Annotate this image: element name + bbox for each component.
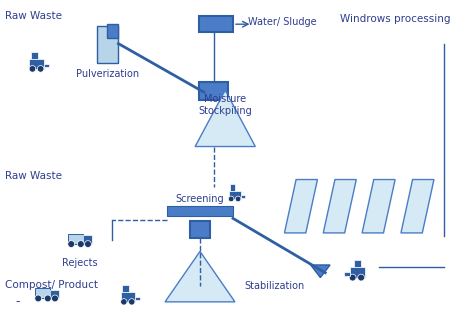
Bar: [241, 195, 246, 197]
Text: Water/ Sludge: Water/ Sludge: [247, 17, 316, 27]
Bar: [135, 297, 140, 300]
Polygon shape: [165, 251, 235, 302]
Circle shape: [29, 66, 36, 72]
Bar: [31, 51, 37, 59]
Text: Compost/ Product: Compost/ Product: [5, 280, 98, 290]
Bar: [230, 184, 236, 191]
Bar: [35, 288, 50, 299]
Bar: [50, 290, 59, 299]
Circle shape: [121, 299, 127, 305]
Polygon shape: [195, 90, 255, 147]
Bar: [228, 191, 241, 199]
Text: Windrows processing: Windrows processing: [340, 14, 450, 24]
Bar: [122, 285, 129, 292]
Polygon shape: [323, 179, 356, 233]
Circle shape: [77, 241, 84, 247]
Text: Screening: Screening: [176, 194, 224, 204]
Polygon shape: [362, 179, 395, 233]
Polygon shape: [401, 179, 434, 233]
Circle shape: [228, 196, 234, 202]
Circle shape: [68, 241, 74, 247]
Circle shape: [349, 274, 356, 281]
Circle shape: [35, 295, 42, 302]
Text: Raw Waste: Raw Waste: [5, 12, 62, 22]
Bar: [44, 64, 49, 67]
Polygon shape: [310, 265, 330, 278]
Bar: [107, 24, 118, 38]
Text: Stabilization: Stabilization: [245, 281, 305, 291]
Bar: [345, 272, 349, 276]
Bar: [199, 82, 228, 100]
Circle shape: [128, 299, 135, 305]
Bar: [190, 221, 210, 238]
Bar: [121, 292, 135, 302]
Text: -: -: [15, 295, 20, 308]
Polygon shape: [284, 179, 318, 233]
Bar: [199, 17, 233, 32]
Bar: [349, 267, 365, 278]
Circle shape: [235, 196, 241, 202]
Text: Moisture
Stockpiling: Moisture Stockpiling: [198, 94, 252, 115]
Bar: [354, 260, 361, 267]
Text: Pulverization: Pulverization: [76, 69, 139, 79]
Circle shape: [84, 241, 91, 247]
Circle shape: [45, 295, 51, 302]
Bar: [29, 59, 44, 69]
Circle shape: [358, 274, 365, 281]
Bar: [68, 234, 83, 244]
Bar: [167, 206, 233, 217]
Text: Raw Waste: Raw Waste: [5, 171, 62, 181]
Bar: [83, 235, 91, 244]
Circle shape: [52, 295, 58, 302]
Bar: [97, 26, 118, 63]
Circle shape: [37, 66, 44, 72]
Text: Rejects: Rejects: [62, 258, 98, 268]
